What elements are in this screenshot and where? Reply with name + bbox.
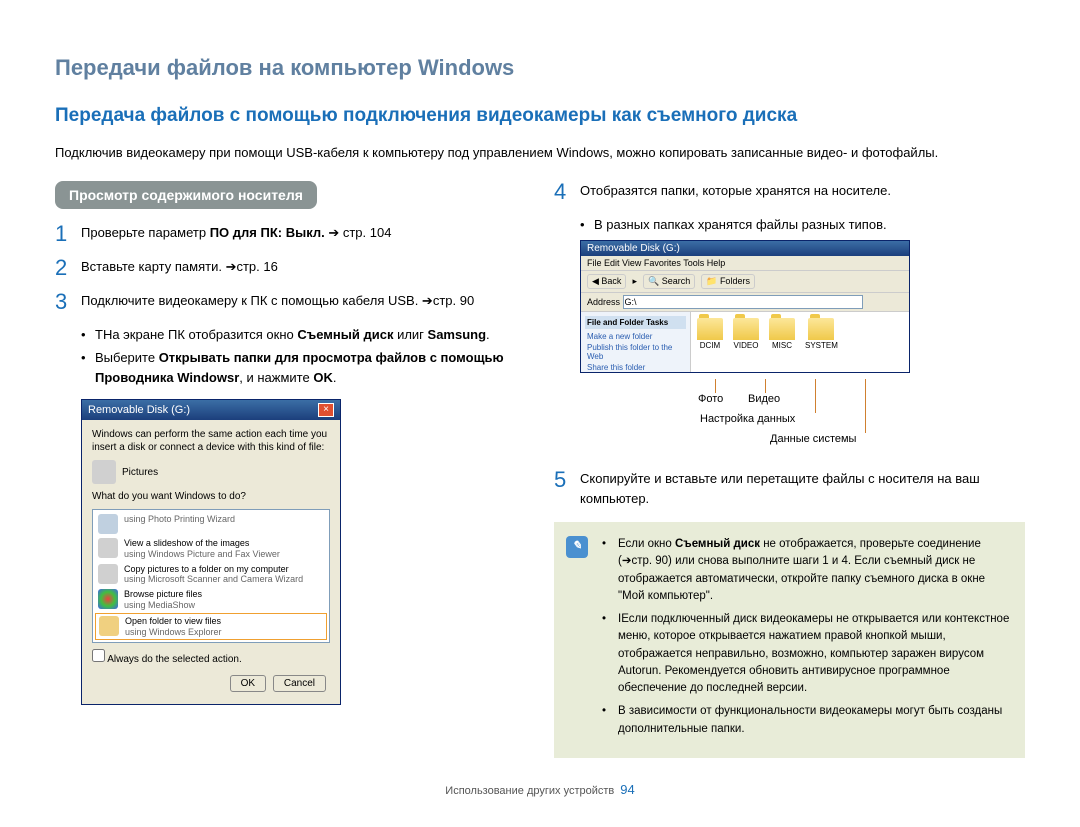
explorer-toolbar[interactable]: ◀ Back ▸ 🔍 Search 📁 Folders <box>581 271 909 293</box>
explorer-menubar[interactable]: File Edit View Favorites Tools Help <box>581 256 909 271</box>
dialog-title: Removable Disk (G:) <box>88 404 190 416</box>
always-checkbox[interactable]: Always do the selected action. <box>92 649 330 665</box>
back-button[interactable]: ◀ Back <box>587 274 626 289</box>
step-3-bullet-1: ТНа экране ПК отобразится окно Съемный д… <box>81 325 526 345</box>
option-icon <box>98 538 118 558</box>
intro-text: Подключив видеокамеру при помощи USB-каб… <box>55 143 1025 163</box>
sidebar-link[interactable]: Publish this folder to the Web <box>585 342 686 362</box>
text: Проверьте параметр <box>81 225 210 240</box>
search-button[interactable]: 🔍 Search <box>643 274 695 289</box>
subsection-pill: Просмотр содержимого носителя <box>55 181 317 209</box>
folder-icon <box>769 318 795 340</box>
step-5: 5 Скопируйте и вставьте или перетащите ф… <box>554 469 1025 508</box>
text: Подключите видеокамеру к ПК с помощью ка… <box>81 291 474 313</box>
sidebar-link[interactable]: Make a new folder <box>585 331 686 342</box>
page-footer: Использование других устройств94 <box>55 782 1025 797</box>
option-icon <box>98 589 118 609</box>
folder-icon <box>733 318 759 340</box>
dialog-option-list[interactable]: using Photo Printing Wizard View a slide… <box>92 509 330 643</box>
text: ➔ стр. 104 <box>325 225 392 240</box>
step-4: 4 Отобразятся папки, которые хранятся на… <box>554 181 1025 203</box>
step-3-bullet-2: Выберите Открывать папки для просмотра ф… <box>81 348 526 387</box>
step-4-bullet-1: В разных папках хранятся файлы разных ти… <box>580 215 1025 235</box>
text-bold: ПО для ПК: Выкл. <box>210 225 325 240</box>
folder-dcim[interactable]: DCIM <box>697 318 723 366</box>
option-icon <box>99 616 119 636</box>
text: Скопируйте и вставьте или перетащите фай… <box>580 469 1025 508</box>
note-icon: ✎ <box>566 536 588 558</box>
ok-button[interactable]: OK <box>230 675 266 692</box>
close-icon[interactable]: × <box>318 403 334 417</box>
folder-misc[interactable]: MISC <box>769 318 795 366</box>
text: Отобразятся папки, которые хранятся на н… <box>580 181 891 203</box>
explorer-content: DCIM VIDEO MISC SYSTEM <box>691 312 909 372</box>
note-item: В зависимости от функциональности видеок… <box>602 703 1011 738</box>
text: Pictures <box>122 467 158 478</box>
step-1: 1 Проверьте параметр ПО для ПК: Выкл. ➔ … <box>55 223 526 245</box>
explorer-window: Removable Disk (G:) File Edit View Favor… <box>580 240 910 373</box>
step-3: 3 Подключите видеокамеру к ПК с помощью … <box>55 291 526 313</box>
step-number: 5 <box>554 469 570 508</box>
option-icon <box>98 564 118 584</box>
note-item: Если окно Съемный диск не отображается, … <box>602 536 1011 605</box>
section-title: Передача файлов с помощью подключения ви… <box>55 105 1025 127</box>
step-number: 4 <box>554 181 570 203</box>
sidebar-header: File and Folder Tasks <box>585 316 686 329</box>
folder-icon <box>697 318 723 340</box>
address-input[interactable] <box>623 295 863 309</box>
option-icon <box>98 514 118 534</box>
folder-system[interactable]: SYSTEM <box>805 318 838 366</box>
folder-icon <box>808 318 834 340</box>
note-item: IЕсли подключенный диск видеокамеры не о… <box>602 611 1011 697</box>
folder-annotations: Фото Видео Настройка данных Данные систе… <box>580 379 1025 469</box>
dialog-msg: Windows can perform the same action each… <box>92 428 330 454</box>
page-title: Передачи файлов на компьютер Windows <box>55 55 1025 81</box>
step-number: 1 <box>55 223 71 245</box>
explorer-sidebar: File and Folder Tasks Make a new folder … <box>581 312 691 372</box>
sidebar-link[interactable]: Share this folder <box>585 362 686 373</box>
dialog-titlebar: Removable Disk (G:) × <box>82 400 340 420</box>
step-number: 3 <box>55 291 71 313</box>
folders-button[interactable]: 📁 Folders <box>701 274 755 289</box>
dialog-question: What do you want Windows to do? <box>92 490 330 503</box>
pictures-icon <box>92 460 116 484</box>
step-number: 2 <box>55 257 71 279</box>
note-box: ✎ Если окно Съемный диск не отображается… <box>554 522 1025 758</box>
folder-video[interactable]: VIDEO <box>733 318 759 366</box>
explorer-addressbar[interactable]: Address <box>581 293 909 312</box>
text: Вставьте карту памяти. ➔стр. 16 <box>81 257 278 279</box>
autoplay-dialog: Removable Disk (G:) × Windows can perfor… <box>81 399 341 705</box>
step-2: 2 Вставьте карту памяти. ➔стр. 16 <box>55 257 526 279</box>
cancel-button[interactable]: Cancel <box>273 675 326 692</box>
explorer-titlebar: Removable Disk (G:) <box>581 241 909 256</box>
